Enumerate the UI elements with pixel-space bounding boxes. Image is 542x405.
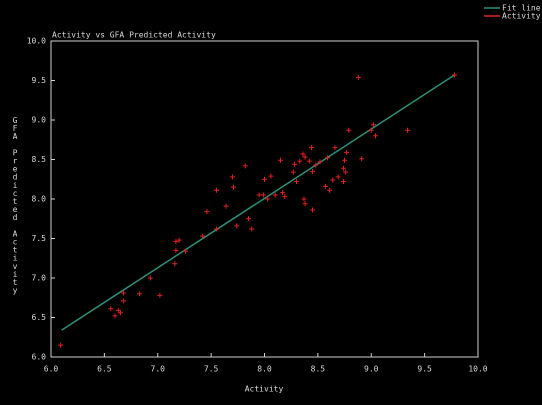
x-tick-label: 6.5 xyxy=(97,365,112,374)
point xyxy=(306,158,312,164)
point xyxy=(173,247,179,253)
point xyxy=(294,179,300,185)
y-tick-label: 6.0 xyxy=(32,353,47,362)
point xyxy=(121,298,127,304)
point xyxy=(242,163,248,169)
point xyxy=(172,261,178,267)
point xyxy=(268,173,274,179)
point xyxy=(229,174,235,180)
point xyxy=(137,291,143,297)
point xyxy=(183,248,189,254)
point xyxy=(256,192,262,198)
point xyxy=(342,157,348,163)
point xyxy=(231,184,237,190)
y-tick-label: 10.0 xyxy=(27,37,46,46)
point xyxy=(200,233,206,239)
point xyxy=(370,122,376,128)
point xyxy=(147,275,153,281)
point xyxy=(121,290,127,296)
point xyxy=(300,151,306,157)
point xyxy=(313,162,319,168)
point xyxy=(324,155,330,161)
point xyxy=(112,313,118,319)
legend-label: Activity xyxy=(502,12,541,21)
point xyxy=(359,156,365,162)
point xyxy=(322,183,328,189)
point xyxy=(297,158,303,164)
point xyxy=(340,165,346,171)
point xyxy=(278,157,284,163)
point xyxy=(368,127,374,133)
point xyxy=(58,342,64,348)
point xyxy=(310,168,316,174)
point xyxy=(310,207,316,213)
point xyxy=(223,203,229,209)
x-tick-label: 8.0 xyxy=(257,365,272,374)
point xyxy=(265,196,271,202)
y-tick-label: 6.5 xyxy=(32,313,47,322)
point xyxy=(173,239,179,245)
point xyxy=(452,72,458,78)
point xyxy=(335,174,341,180)
point xyxy=(301,196,307,202)
point xyxy=(234,223,240,229)
point xyxy=(327,187,333,193)
x-tick-label: 9.0 xyxy=(364,365,379,374)
point xyxy=(213,226,219,232)
point xyxy=(157,292,163,298)
y-tick-label: 7.5 xyxy=(32,234,47,243)
x-axis-label: Activity xyxy=(245,385,284,394)
x-tick-label: 7.5 xyxy=(204,365,219,374)
x-tick-label: 10.0 xyxy=(468,365,487,374)
y-tick-label: 9.0 xyxy=(32,116,47,125)
point xyxy=(204,209,210,215)
point xyxy=(308,145,314,151)
point xyxy=(282,194,288,200)
y-tick-label: 8.0 xyxy=(32,195,47,204)
x-tick-label: 6.0 xyxy=(44,365,59,374)
y-tick-label: 9.5 xyxy=(32,76,47,85)
point xyxy=(332,145,338,151)
point xyxy=(280,190,286,196)
point xyxy=(346,127,352,133)
point xyxy=(405,127,411,133)
point xyxy=(355,74,361,80)
point xyxy=(176,237,182,243)
point xyxy=(302,201,308,207)
point xyxy=(340,179,346,185)
y-tick-label: 7.0 xyxy=(32,274,47,283)
y-tick-label: 8.5 xyxy=(32,155,47,164)
x-tick-label: 7.0 xyxy=(151,365,166,374)
point xyxy=(213,187,219,193)
point xyxy=(317,159,323,165)
point xyxy=(245,216,251,222)
point xyxy=(291,161,297,167)
chart-title: Activity vs GFA Predicted Activity xyxy=(52,31,216,40)
point xyxy=(272,192,278,198)
fit-line xyxy=(61,74,455,331)
point xyxy=(290,169,296,175)
point xyxy=(117,310,123,316)
point xyxy=(249,226,255,232)
point xyxy=(262,176,267,182)
x-tick-label: 9.5 xyxy=(417,365,432,374)
point xyxy=(330,177,336,183)
point xyxy=(373,133,379,139)
point xyxy=(343,169,349,175)
point xyxy=(108,306,114,312)
point xyxy=(344,149,350,155)
point xyxy=(302,154,308,160)
point xyxy=(260,192,266,198)
x-tick-label: 8.5 xyxy=(311,365,326,374)
legend-label: Fit line xyxy=(502,4,541,13)
